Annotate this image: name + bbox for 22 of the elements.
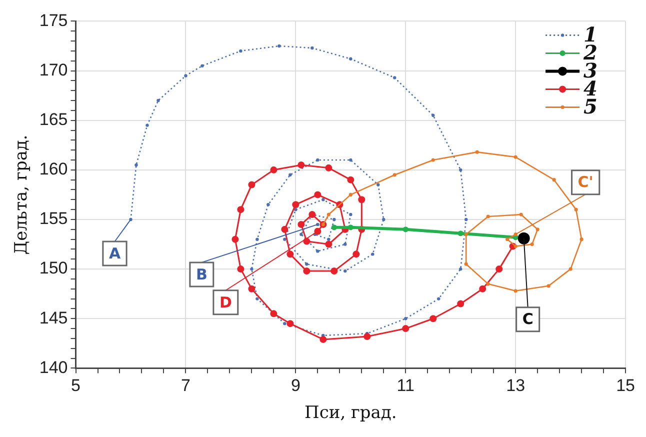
annotation: B <box>196 265 208 284</box>
y-tick-label: 165 <box>39 110 68 130</box>
annotation: C' <box>578 173 594 192</box>
x-tick-label: 7 <box>180 376 190 396</box>
y-tick-label: 170 <box>39 60 68 80</box>
y-tick-label: 150 <box>39 258 68 278</box>
x-tick-label: 9 <box>290 376 300 396</box>
x-axis-title: Пси, град. <box>304 403 397 424</box>
y-tick-label: 145 <box>39 308 68 328</box>
annotation: D <box>219 293 232 312</box>
y-axis-title: Дельта, град. <box>12 134 32 255</box>
y-tick-label: 155 <box>39 209 68 228</box>
legend-label: 5 <box>584 94 598 118</box>
x-tick-label: 5 <box>71 376 80 396</box>
x-tick-label: 11 <box>396 376 414 396</box>
y-tick-label: 140 <box>39 358 68 377</box>
annotation: C <box>522 310 534 328</box>
x-tick-label: 15 <box>616 376 636 396</box>
annotation: A <box>108 244 121 262</box>
x-tick-label: 13 <box>506 376 526 396</box>
y-tick-label: 175 <box>39 10 68 30</box>
y-tick-label: 160 <box>39 160 68 179</box>
